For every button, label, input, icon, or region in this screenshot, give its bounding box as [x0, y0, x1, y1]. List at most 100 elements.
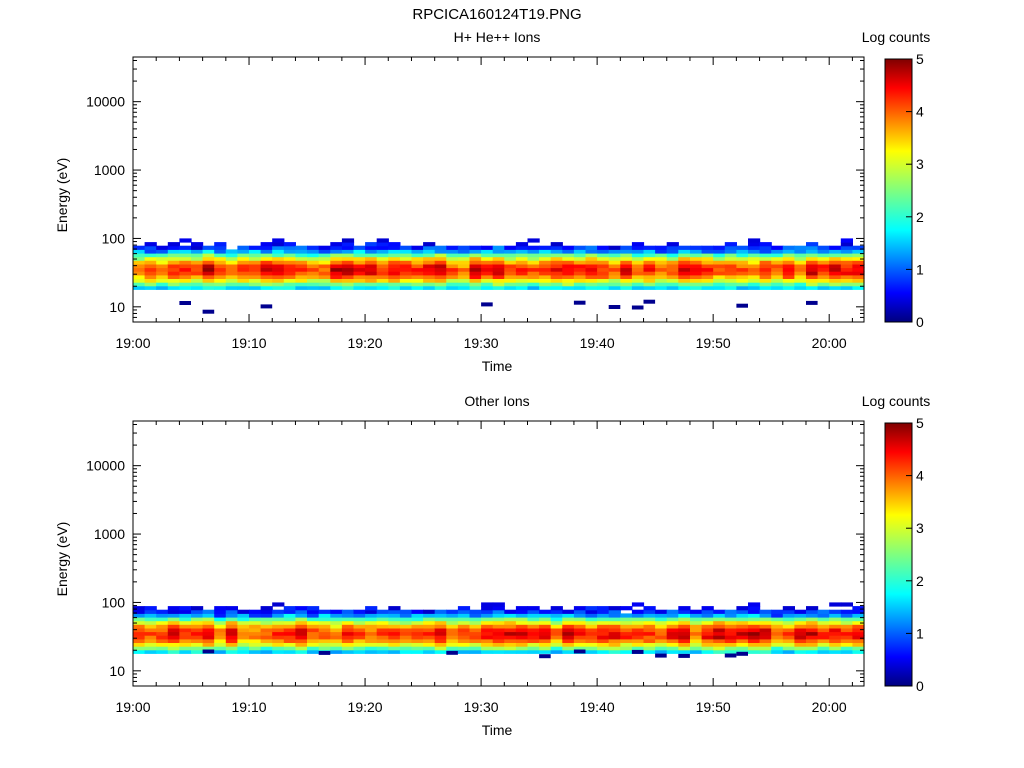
heatmap-cell — [852, 620, 865, 625]
heatmap-cell — [562, 649, 575, 654]
heatmap-cell — [666, 245, 679, 250]
heatmap-cell — [690, 624, 703, 629]
heatmap-cell — [388, 267, 401, 272]
heatmap-cell — [156, 649, 169, 654]
heatmap-cell — [144, 256, 157, 261]
heatmap-cell — [446, 609, 459, 614]
heatmap-cell — [144, 249, 157, 254]
heatmap-cell — [225, 624, 238, 629]
heatmap-cell — [504, 620, 517, 625]
heatmap-cell — [701, 282, 714, 287]
heatmap-cell — [504, 631, 517, 636]
heatmap-cell — [191, 642, 204, 647]
heatmap-cell — [318, 617, 331, 622]
heatmap-cell — [678, 256, 691, 261]
heatmap-cell — [806, 620, 819, 625]
heatmap-cell — [446, 267, 459, 272]
heatmap-cell — [608, 624, 621, 629]
heatmap-cell — [295, 260, 308, 265]
heatmap-cell — [283, 245, 296, 250]
heatmap-cell — [515, 613, 529, 618]
heatmap-cell — [539, 260, 552, 265]
heatmap-cell — [713, 256, 726, 261]
heatmap-cell — [840, 635, 853, 640]
heatmap-cell — [620, 263, 633, 269]
heatmap-cell — [701, 253, 714, 258]
heatmap-cell — [585, 263, 598, 269]
heatmap-cell — [504, 613, 517, 618]
heatmap-cell — [666, 646, 679, 651]
heatmap-cell — [133, 249, 146, 254]
heatmap-cell — [817, 620, 830, 625]
heatmap-cell — [481, 267, 494, 272]
heatmap-cell — [527, 278, 540, 283]
heatmap-cell — [631, 631, 645, 636]
heatmap-cell — [655, 635, 668, 640]
heatmap-cell — [191, 253, 204, 258]
heatmap-cell — [608, 606, 621, 611]
heatmap-cell — [353, 263, 366, 269]
heatmap-cell — [423, 278, 436, 283]
x-tick-label: 19:50 — [696, 335, 731, 351]
heatmap-cell — [771, 285, 784, 290]
heatmap-cell — [527, 642, 540, 647]
heatmap-cell — [237, 609, 250, 614]
heatmap-cell — [330, 278, 343, 283]
heatmap-cell — [585, 609, 598, 614]
heatmap-cell — [457, 624, 471, 629]
heatmap-cell — [179, 620, 192, 625]
heatmap-cell — [225, 278, 238, 283]
heatmap-cell — [631, 271, 645, 276]
heatmap-cell — [411, 620, 424, 625]
heatmap-cell — [597, 649, 610, 654]
heatmap-cell — [666, 624, 679, 629]
heatmap-cell — [457, 278, 471, 283]
heatmap-cell — [794, 642, 807, 647]
heatmap-cell — [771, 613, 784, 618]
heatmap-cell — [144, 617, 157, 622]
heatmap-cell — [597, 613, 610, 618]
x-tick-label: 19:20 — [348, 699, 383, 715]
heatmap-cell — [272, 642, 285, 647]
heatmap-cell — [191, 274, 204, 279]
heatmap-cell — [133, 267, 146, 272]
heatmap-cell — [272, 256, 285, 261]
heatmap-cell — [330, 642, 343, 647]
heatmap-cell — [539, 635, 552, 640]
heatmap-cell — [272, 617, 285, 622]
x-tick-label: 19:30 — [464, 699, 499, 715]
heatmap-cell — [237, 617, 250, 622]
heatmap-cell — [376, 242, 389, 247]
heatmap-cell — [446, 274, 459, 279]
heatmap-cell — [330, 631, 343, 636]
heatmap-cell — [492, 267, 505, 272]
heatmap-cell — [179, 624, 192, 629]
heatmap-cell — [330, 249, 343, 254]
heatmap-cell — [829, 624, 842, 629]
heatmap-cell — [817, 624, 830, 629]
heatmap-cell — [411, 617, 424, 622]
heatmap-cell — [434, 613, 447, 618]
heatmap-cell — [249, 613, 262, 618]
heatmap-cell — [191, 631, 204, 636]
heatmap-cell — [225, 274, 238, 279]
heatmap-cell — [678, 642, 691, 647]
heatmap-cell — [156, 278, 169, 283]
heatmap-cell — [620, 606, 633, 611]
heatmap-cell — [133, 646, 146, 651]
heatmap-cell — [806, 300, 818, 305]
heatmap-cell — [748, 606, 761, 611]
heatmap-cell — [631, 282, 645, 287]
heatmap-cell — [794, 631, 807, 636]
heatmap-cell — [515, 274, 529, 279]
heatmap-cell — [550, 642, 563, 647]
heatmap-cell — [144, 260, 157, 265]
heatmap-cell — [713, 274, 726, 279]
heatmap-cell — [179, 267, 192, 272]
heatmap-cell — [156, 627, 169, 633]
heatmap-cell — [527, 267, 540, 272]
heatmap-cell — [724, 646, 737, 651]
heatmap-cell — [330, 649, 343, 654]
